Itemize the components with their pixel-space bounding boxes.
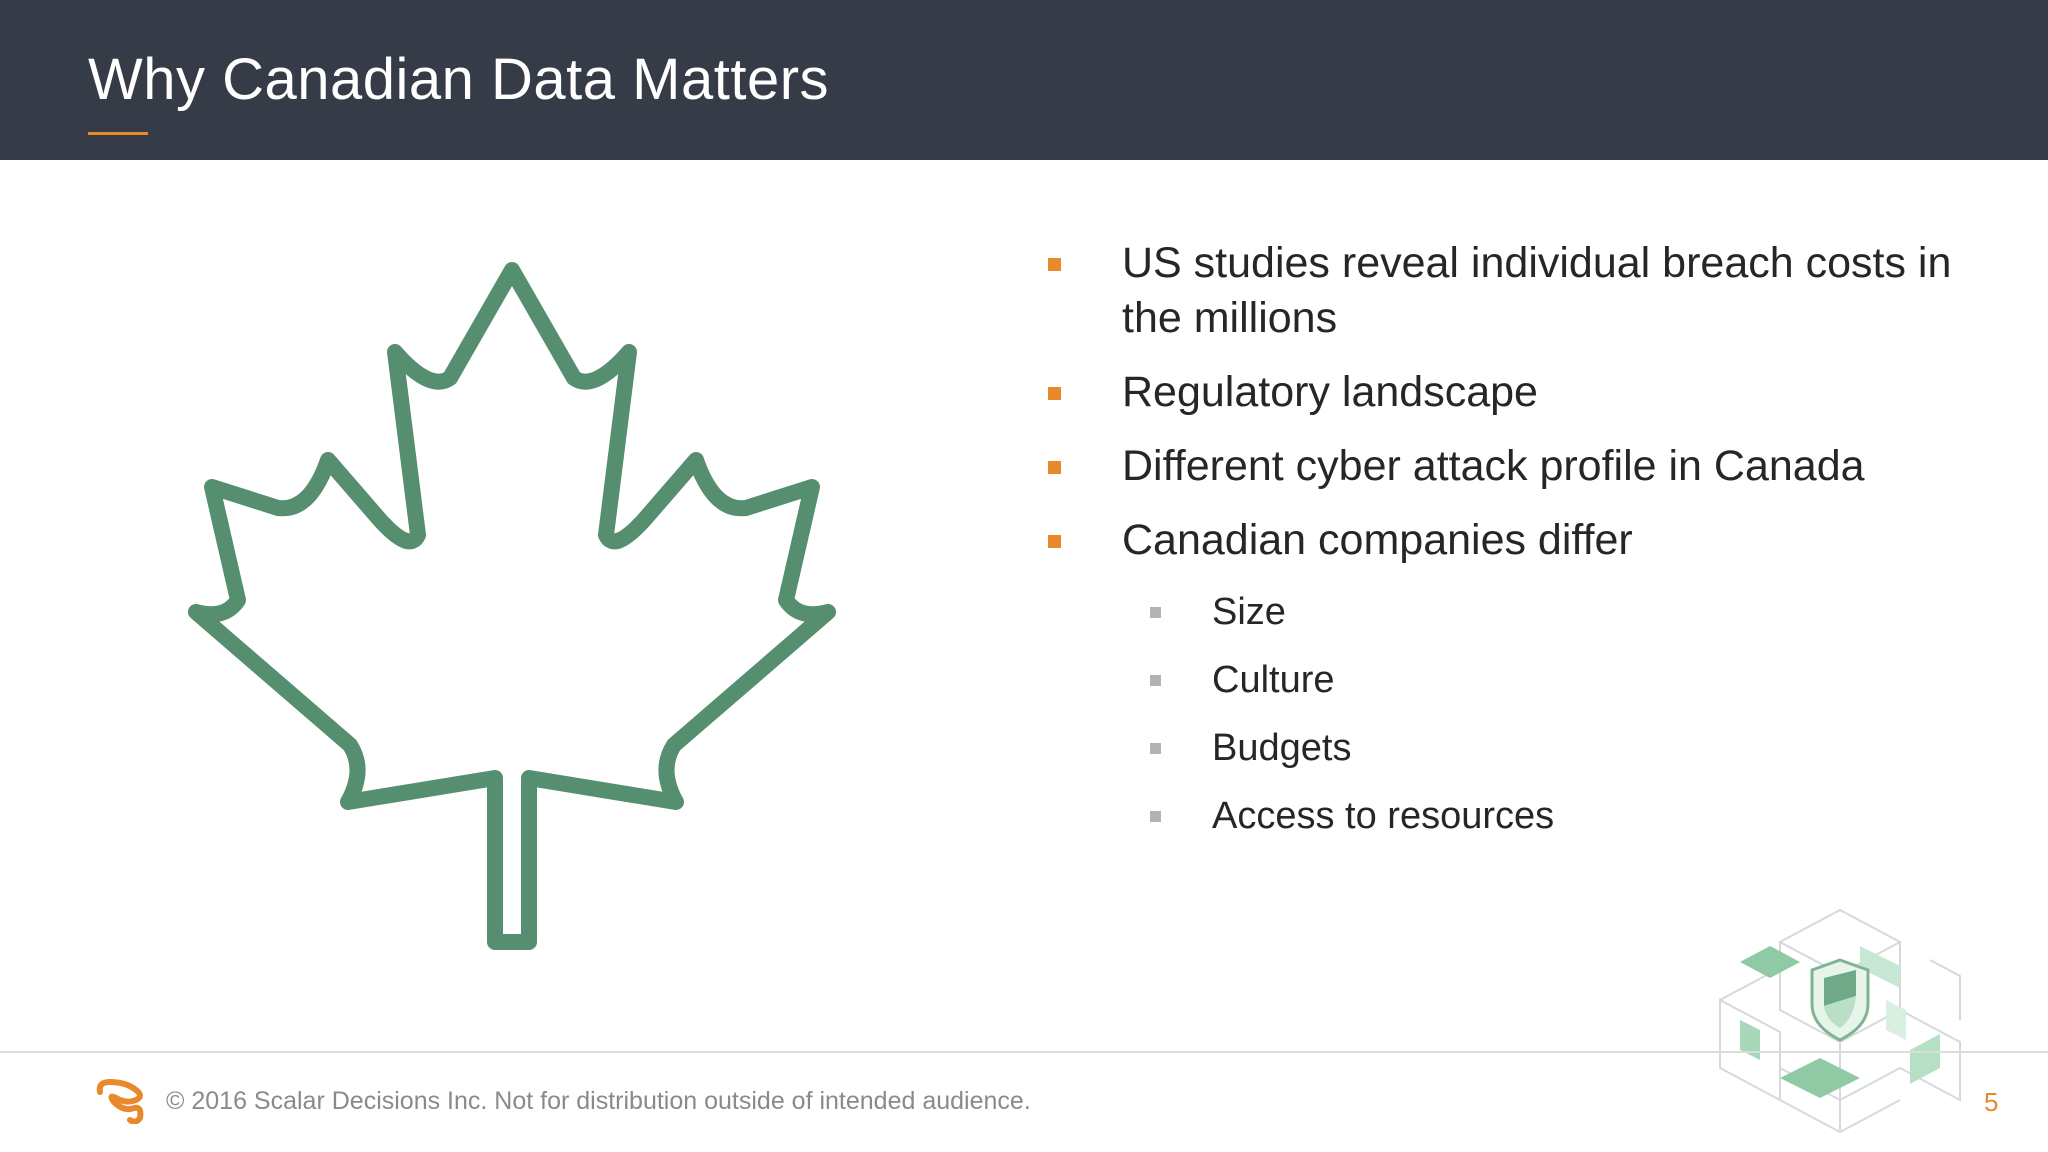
isometric-cubes-shield-icon [1719,908,1961,1134]
sub-bullet-marker [1150,811,1161,822]
sub-bullet-item: Budgets [1040,723,2000,773]
sub-bullet-text: Access to resources [1212,795,1555,837]
bullet-marker [1048,461,1061,474]
bullet-text: Regulatory landscape [1122,368,1538,416]
footer-copyright: © 2016 Scalar Decisions Inc. Not for dis… [166,1087,1031,1115]
bullet-text: US studies reveal individual breach cost… [1122,239,1952,342]
bullet-text: Canadian companies differ [1122,516,1633,564]
sub-bullet-item: Size [1040,587,2000,637]
sub-bullet-item: Access to resources [1040,791,2000,841]
scalar-logo-icon [96,1078,144,1124]
bullet-item: Regulatory landscape [1040,365,2000,420]
slide-title: Why Canadian Data Matters [88,47,830,112]
sub-bullet-text: Culture [1212,659,1335,701]
title-underline [88,132,148,135]
sub-bullet-text: Budgets [1212,727,1352,769]
bullet-marker [1048,387,1061,400]
sub-bullet-marker [1150,743,1161,754]
bullet-list: US studies reveal individual breach cost… [1040,236,2000,859]
sub-bullet-marker [1150,675,1161,686]
bullet-marker [1048,535,1061,548]
bullet-text: Different cyber attack profile in Canada [1122,442,1865,490]
sub-bullet-marker [1150,607,1161,618]
bullet-item: Canadian companies differ [1040,513,2000,568]
bullet-item: US studies reveal individual breach cost… [1040,236,2000,346]
sub-bullet-text: Size [1212,591,1286,633]
bullet-marker [1048,258,1061,271]
page-number: 5 [1984,1087,1999,1117]
slide-header: Why Canadian Data Matters [0,0,2048,160]
sub-bullet-item: Culture [1040,655,2000,705]
footer-divider [0,1051,2048,1053]
bullet-item: Different cyber attack profile in Canada [1040,439,2000,494]
